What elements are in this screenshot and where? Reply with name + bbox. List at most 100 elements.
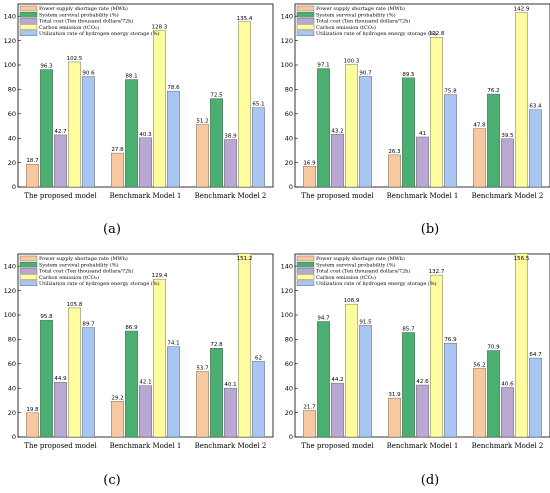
bar-value-label: 95.8 [40,314,53,320]
chart-panel-3: 0 20 40 60 80 100 120 140 19.8 95.8 44.9 105.8 89.7 T… [4,253,274,488]
bar [167,346,180,437]
legend-swatch [296,18,315,24]
bar-value-label: 97.1 [317,63,329,69]
bar [402,332,415,437]
bar [153,30,166,187]
chart-panel-1: 0 20 40 60 80 100 120 140 18.7 96.3 42.7 102.5 90.6 T… [4,3,274,237]
bar [125,330,138,437]
y-tick-label: 60 [285,110,293,118]
bar [153,278,166,437]
bar-value-label: 64.7 [529,352,542,358]
bar-value-label: 42.1 [139,380,151,386]
bar [40,319,53,437]
bar [388,397,401,437]
category-label: The proposed model [301,442,374,450]
legend-entry: Utilization rate of hydrogen energy stor… [316,280,437,287]
bar-value-label: 41 [419,131,426,137]
bar [487,350,500,437]
legend-swatch [296,11,315,18]
category-label: Benchmark Model 1 [110,192,182,200]
legend: Power supply shortage rate (MWh)System s… [19,255,160,287]
y-tick-label: 20 [285,159,293,167]
chart-panel-4: 0 20 40 60 80 100 120 140 21.7 94.7 44.2 108.9 91.5 T… [281,253,550,488]
bar-value-label: 86.9 [125,325,138,331]
bar [82,327,95,437]
legend-swatch [296,24,315,30]
bar-value-label: 108.9 [344,298,360,304]
category-label: The proposed model [301,192,374,200]
bar-value-label: 105.8 [67,302,83,308]
bar-value-label: 65.1 [252,102,264,108]
bar-value-label: 72.8 [210,342,223,348]
legend-entry: Carbon emission (tCO₂) [316,24,376,31]
bar [303,166,316,187]
bar-value-label: 44.9 [54,376,67,382]
bar-value-label: 38.9 [224,134,237,140]
bar [515,254,528,437]
y-tick-label: 80 [285,336,293,344]
bar-value-label: 40.6 [501,381,514,387]
bar-value-label: 94.7 [317,315,330,321]
bar-value-label: 91.5 [359,319,372,325]
legend-entry: Power supply shortage rate (MWh) [39,5,128,12]
bar-value-label: 89.5 [402,72,415,78]
bar [68,307,81,437]
bar [139,137,152,187]
y-tick-label: 140 [4,12,16,20]
bars [26,254,265,437]
bar-value-label: 89.7 [82,322,95,328]
y-tick-label: 0 [12,433,16,441]
y-tick-label: 20 [285,409,293,417]
bar [196,124,209,187]
y-tick-label: 20 [8,409,16,417]
legend-swatch [296,255,315,262]
bar [331,382,344,437]
category-label: Benchmark Model 2 [472,442,544,450]
bar [402,77,415,187]
bar [317,68,330,187]
y-tick-label: 40 [8,134,16,142]
bar [238,254,251,437]
legend-swatch [296,280,315,286]
y-tick-label: 120 [281,37,293,45]
legend-entry: Utilization rate of hydrogen energy stor… [39,280,160,287]
legend-entry: System survival probability (%) [316,261,396,268]
bar-value-label: 53.7 [196,365,209,371]
bar-value-label: 78.6 [167,85,180,91]
y-tick-label: 120 [4,287,16,295]
bar-value-label: 51.2 [196,119,208,125]
bars [26,21,265,187]
bar [388,154,401,187]
category-label: The proposed model [24,442,97,450]
legend-swatch [19,18,38,24]
bar [139,385,152,437]
y-tick-label: 80 [285,86,293,94]
category-label: Benchmark Model 1 [387,442,459,450]
bar-value-label: 76.9 [444,337,457,343]
category-label: Benchmark Model 1 [387,192,459,200]
bar-value-label: 132.7 [429,269,445,275]
legend-entry: Utilization rate of hydrogen energy stor… [316,30,437,37]
bar [345,64,358,187]
bar [40,69,53,187]
bar-value-label: 47.8 [473,123,486,129]
legend-swatch [296,274,315,280]
legend-swatch [19,262,38,268]
bar [515,12,528,187]
bar-value-label: 151.2 [237,256,253,262]
legend: Power supply shortage rate (MWh)System s… [296,255,437,287]
y-tick-label: 40 [8,384,16,392]
bar [416,384,429,437]
y-tick-label: 60 [8,110,16,118]
bar [26,163,39,187]
bar-value-label: 42.7 [54,129,67,135]
bar [317,321,330,437]
bar-value-label: 16.9 [303,160,316,166]
bar-value-label: 100.3 [344,59,360,65]
legend-swatch [19,268,38,274]
bar [210,347,223,437]
category-label: Benchmark Model 2 [195,192,267,200]
bar [529,109,542,187]
bar-value-label: 29.2 [111,395,123,401]
